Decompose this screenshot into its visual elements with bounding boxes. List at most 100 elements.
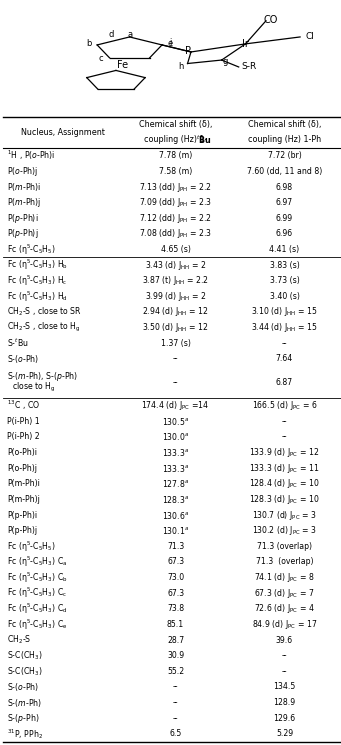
Text: 39.6: 39.6 [276,635,293,644]
Text: P($m$-Ph)j: P($m$-Ph)j [7,196,41,209]
Text: Fc (η$^5$-C$_5$H$_3$) H$_\mathrm{b}$: Fc (η$^5$-C$_5$H$_3$) H$_\mathrm{b}$ [7,258,68,273]
Text: 166.5 (d) J$_\mathrm{PC}$ = 6: 166.5 (d) J$_\mathrm{PC}$ = 6 [252,399,317,412]
Text: S-($p$-Ph): S-($p$-Ph) [7,711,39,725]
Text: 130.0$^a$: 130.0$^a$ [162,431,189,443]
Text: 30.9: 30.9 [167,651,184,660]
Text: Fc (η$^5$-C$_5$H$_5$): Fc (η$^5$-C$_5$H$_5$) [7,242,56,257]
Text: P(i-Ph) 2: P(i-Ph) 2 [7,432,40,442]
Text: CH$_2$-S: CH$_2$-S [7,634,31,646]
Text: 6.99: 6.99 [276,214,293,223]
Text: Fc (η$^5$-C$_5$H$_3$) C$_\mathrm{d}$: Fc (η$^5$-C$_5$H$_3$) C$_\mathrm{d}$ [7,602,67,616]
Text: close to H$_\mathrm{g}$: close to H$_\mathrm{g}$ [12,381,55,394]
Text: 6.98: 6.98 [276,183,293,191]
Text: --: -- [173,378,178,387]
Text: P(i-Ph) 1: P(i-Ph) 1 [7,417,40,426]
Text: 4.65 (s): 4.65 (s) [161,245,191,254]
Text: $^t$Bu: $^t$Bu [196,133,212,146]
Text: 2.94 (d) J$_\mathrm{HH}$ = 12: 2.94 (d) J$_\mathrm{HH}$ = 12 [143,305,209,319]
Text: 133.9 (d) J$_\mathrm{PC}$ = 12: 133.9 (d) J$_\mathrm{PC}$ = 12 [249,446,320,459]
Text: --: -- [282,651,287,660]
Text: 130.7 (d) J$_\mathrm{PC}$ = 3: 130.7 (d) J$_\mathrm{PC}$ = 3 [252,509,317,522]
Text: P(p-Ph)i: P(p-Ph)i [7,510,37,519]
Text: P(p-Ph)j: P(p-Ph)j [7,526,37,535]
Text: 67.3 (d) J$_\mathrm{PC}$ = 7: 67.3 (d) J$_\mathrm{PC}$ = 7 [254,586,315,600]
Text: S-($o$-Ph): S-($o$-Ph) [7,353,39,365]
Text: 3.50 (d) J$_\mathrm{HH}$ = 12: 3.50 (d) J$_\mathrm{HH}$ = 12 [143,321,209,334]
Text: i: i [169,37,172,46]
Text: --: -- [173,682,178,691]
Text: P(o-Ph)i: P(o-Ph)i [7,448,37,457]
Text: --: -- [173,698,178,707]
Text: S-R: S-R [241,63,256,72]
Text: 128.9: 128.9 [273,698,296,707]
Text: P($p$-Ph)j: P($p$-Ph)j [7,227,38,241]
Text: d: d [108,30,114,39]
Text: Fc (η$^5$-C$_5$H$_5$): Fc (η$^5$-C$_5$H$_5$) [7,539,56,554]
Text: 130.6$^a$: 130.6$^a$ [162,510,189,521]
Text: 55.2: 55.2 [167,667,184,676]
Text: 134.5: 134.5 [273,682,296,691]
Text: 7.13 (dd) J$_\mathrm{PH}$ = 2.2: 7.13 (dd) J$_\mathrm{PH}$ = 2.2 [139,180,212,194]
Text: 73.8: 73.8 [167,604,184,613]
Text: P: P [184,45,191,56]
Text: 5.29: 5.29 [276,729,293,738]
Text: 4.41 (s): 4.41 (s) [269,245,299,254]
Text: 3.87 (t) J$_\mathrm{HH}$ = 2.2: 3.87 (t) J$_\mathrm{HH}$ = 2.2 [143,274,209,288]
Text: 7.72 (br): 7.72 (br) [268,151,301,160]
Text: 7.60 (dd, 11 and 8): 7.60 (dd, 11 and 8) [247,167,322,176]
Text: 128.4 (d) J$_\mathrm{PC}$ = 10: 128.4 (d) J$_\mathrm{PC}$ = 10 [249,478,320,490]
Text: 74.1 (d) J$_\mathrm{PC}$ = 8: 74.1 (d) J$_\mathrm{PC}$ = 8 [254,571,315,584]
Text: 133.3 (d) J$_\mathrm{PC}$ = 11: 133.3 (d) J$_\mathrm{PC}$ = 11 [249,462,320,475]
Text: S-C(CH$_3$): S-C(CH$_3$) [7,665,42,677]
Text: 6.96: 6.96 [276,229,293,238]
Text: 3.10 (d) J$_\mathrm{HH}$ = 15: 3.10 (d) J$_\mathrm{HH}$ = 15 [251,305,318,319]
Text: P($o$-Ph)j: P($o$-Ph)j [7,165,38,178]
Text: S-C(CH$_3$): S-C(CH$_3$) [7,650,42,662]
Text: --: -- [282,432,287,442]
Text: Fe: Fe [117,60,128,70]
Text: 3.43 (d) J$_\mathrm{HH}$ = 2: 3.43 (d) J$_\mathrm{HH}$ = 2 [145,259,206,272]
Text: 71.3: 71.3 [167,542,184,551]
Text: Ir: Ir [242,39,249,49]
Text: 7.58 (m): 7.58 (m) [159,167,192,176]
Text: 84.9 (d) J$_\mathrm{PC}$ = 17: 84.9 (d) J$_\mathrm{PC}$ = 17 [252,618,317,631]
Text: 3.83 (s): 3.83 (s) [270,261,299,270]
Text: CH$_2$-S , close to H$_\mathrm{g}$: CH$_2$-S , close to H$_\mathrm{g}$ [7,321,80,335]
Text: --: -- [282,417,287,426]
Text: 7.09 (dd) J$_\mathrm{PH}$ = 2.3: 7.09 (dd) J$_\mathrm{PH}$ = 2.3 [139,196,212,209]
Text: 3.73 (s): 3.73 (s) [270,276,299,285]
Text: 133.3$^a$: 133.3$^a$ [162,447,189,458]
Text: 130.2 (d) J$_\mathrm{PC}$ = 3: 130.2 (d) J$_\mathrm{PC}$ = 3 [252,524,317,537]
Text: 133.3$^a$: 133.3$^a$ [162,463,189,474]
Text: 128.3$^a$: 128.3$^a$ [162,494,189,505]
Text: 6.5: 6.5 [169,729,182,738]
Text: 72.6 (d) J$_\mathrm{PC}$ = 4: 72.6 (d) J$_\mathrm{PC}$ = 4 [254,602,315,615]
Text: $^{1}$H , P($o$-Ph)i: $^{1}$H , P($o$-Ph)i [7,149,55,162]
Text: 1.37 (s): 1.37 (s) [161,339,191,348]
Text: $^{31}$P, PPh$_2$: $^{31}$P, PPh$_2$ [7,727,43,741]
Text: S-($m$-Ph), S-($p$-Ph): S-($m$-Ph), S-($p$-Ph) [7,370,78,384]
Text: coupling (Hz) 1-: coupling (Hz) 1- [144,136,207,145]
Text: --: -- [173,355,178,364]
Text: 174.4 (d) J$_\mathrm{PC}$ =14: 174.4 (d) J$_\mathrm{PC}$ =14 [142,399,210,412]
Text: --: -- [173,714,178,723]
Text: 129.6: 129.6 [273,714,296,723]
Text: 71.3  (overlap): 71.3 (overlap) [256,557,313,566]
Text: Fc (η$^5$-C$_5$H$_3$) C$_\mathrm{a}$: Fc (η$^5$-C$_5$H$_3$) C$_\mathrm{a}$ [7,555,67,569]
Text: 7.64: 7.64 [276,355,293,364]
Text: S-$^t$Bu: S-$^t$Bu [7,337,29,349]
Text: 85.1: 85.1 [167,620,184,629]
Text: h: h [178,62,183,71]
Text: S-($m$-Ph): S-($m$-Ph) [7,697,42,708]
Text: e: e [168,39,173,48]
Text: coupling (Hz) 1-Ph: coupling (Hz) 1-Ph [248,136,321,145]
Text: S-($o$-Ph): S-($o$-Ph) [7,681,39,693]
Text: 127.8$^a$: 127.8$^a$ [162,478,189,489]
Text: P($m$-Ph)i: P($m$-Ph)i [7,181,41,193]
Text: 71.3 (overlap): 71.3 (overlap) [257,542,312,551]
Text: 130.5$^a$: 130.5$^a$ [162,416,189,427]
Text: 73.0: 73.0 [167,573,184,582]
Text: Chemical shift (δ),: Chemical shift (δ), [139,120,212,130]
Text: --: -- [282,339,287,348]
Text: 28.7: 28.7 [167,635,184,644]
